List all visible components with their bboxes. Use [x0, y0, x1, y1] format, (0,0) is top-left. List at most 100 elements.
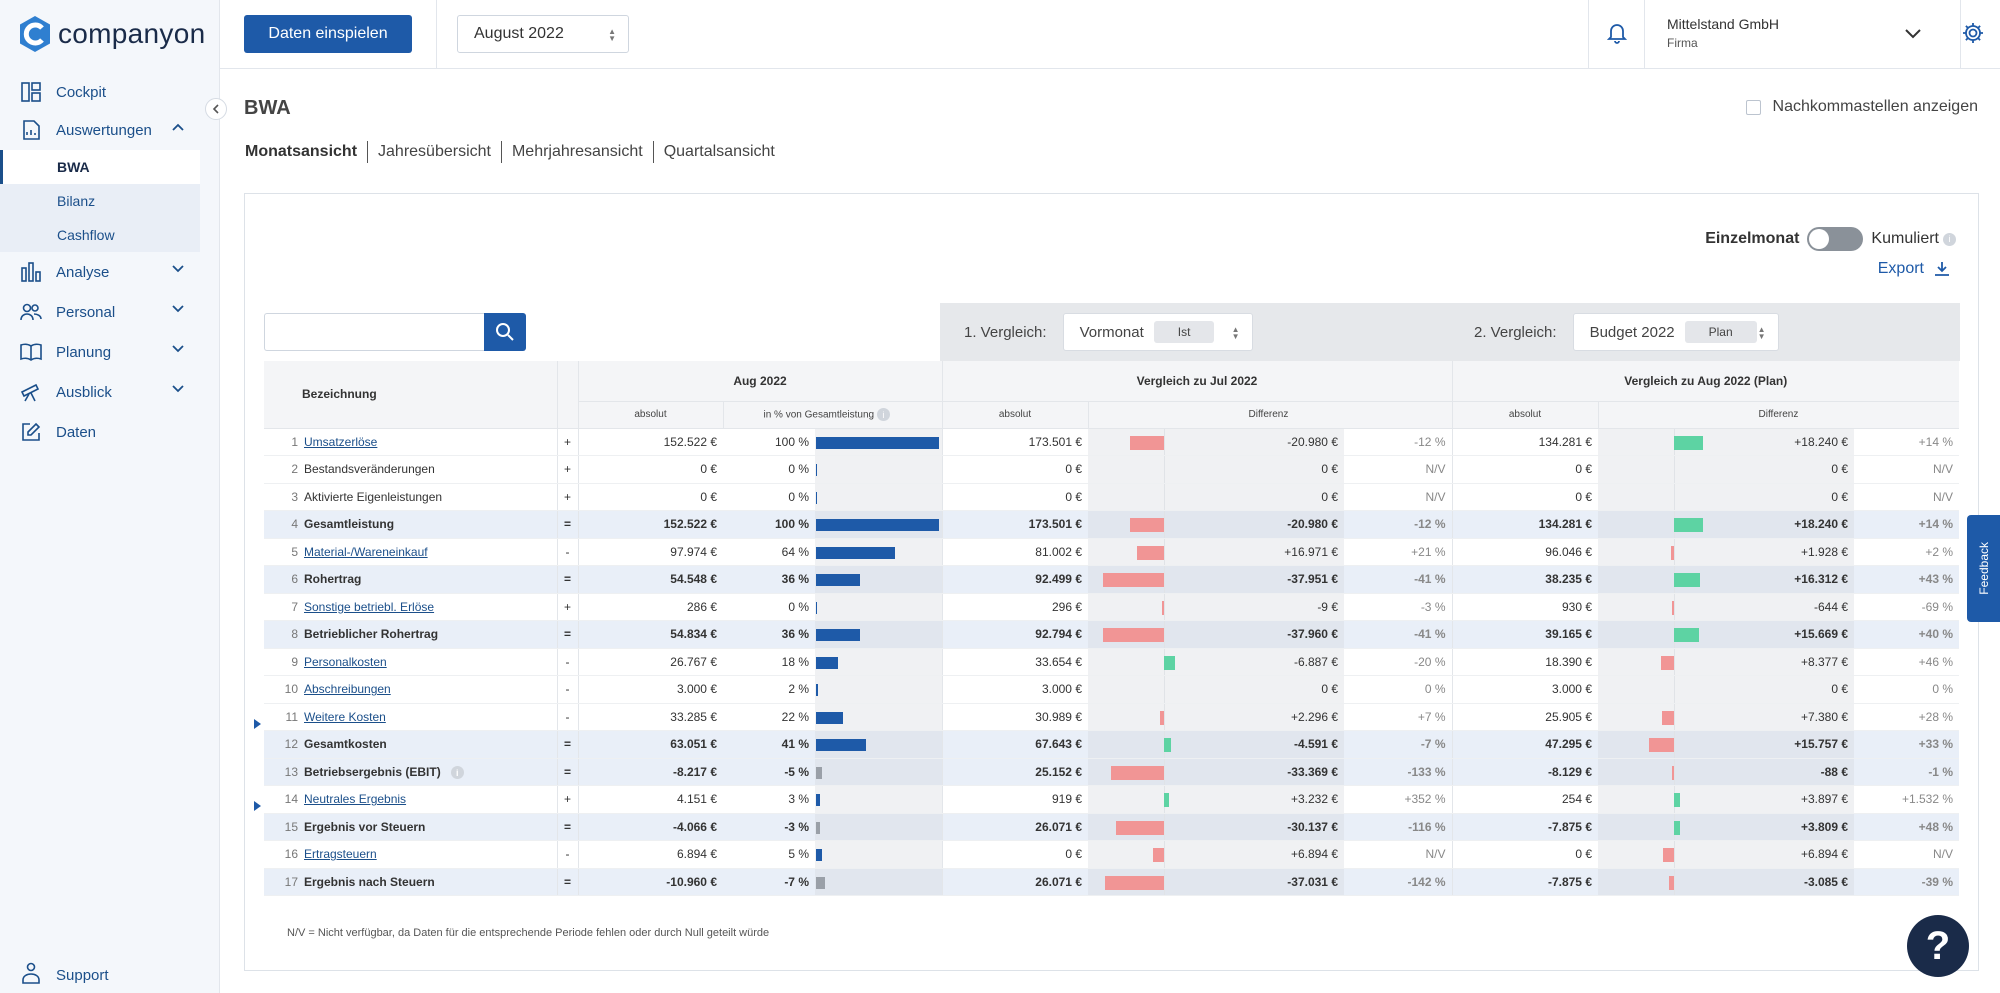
pct-bar-cell	[815, 840, 942, 869]
tab-mehrjahresansicht[interactable]: Mehrjahresansicht	[500, 141, 653, 163]
positive-diff-bar	[1164, 793, 1170, 807]
row-label-link[interactable]: Material-/Wareneinkauf	[304, 544, 428, 559]
table-row[interactable]: 9 Personalkosten -26.767 €18 % 33.654 € -6.8…	[264, 648, 1959, 676]
negative-diff-bar	[1103, 628, 1164, 642]
table-row[interactable]: 5 Material-/Wareneinkauf -97.974 €64 % 81.0…	[264, 538, 1959, 566]
row-label-link[interactable]: Weitere Kosten	[304, 709, 386, 724]
table-row[interactable]: 10 Abschreibungen -3.000 €2 % 3.000 €0 €0 %…	[264, 675, 1959, 704]
diff-axis	[1674, 676, 1675, 703]
table-row[interactable]: 15 Ergebnis vor Steuern = -4.066 € -3 % 26.07…	[264, 813, 1959, 841]
company-name: Mittelstand GmbH	[1667, 16, 1780, 32]
sidebar-item-daten[interactable]: Daten	[0, 412, 200, 452]
sidebar-subitem-bwa[interactable]: BWA	[0, 150, 200, 184]
header-absolut: absolut	[1451, 401, 1598, 429]
sidebar-subitem-cashflow[interactable]: Cashflow	[0, 218, 200, 252]
company-switcher[interactable]: Mittelstand GmbH Firma	[1667, 16, 1779, 50]
comparison-1-bar: 1. Vergleich: Vormonat Ist ▲ ▼	[940, 303, 1450, 361]
row-label-link[interactable]: Neutrales Ergebnis	[304, 792, 407, 807]
sidebar-collapse-button[interactable]	[205, 98, 227, 120]
negative-diff-bar	[1669, 875, 1674, 890]
vgl1-diff-value: -37.031 €	[1164, 868, 1344, 896]
tab-jahresuebersicht[interactable]: Jahresübersicht	[367, 141, 501, 163]
comparison-1-select[interactable]: Vormonat Ist ▲ ▼	[1062, 313, 1253, 351]
row-operator: +	[556, 483, 578, 511]
tab-monatsansicht[interactable]: Monatsansicht	[245, 143, 358, 160]
table-row[interactable]: 6 Rohertrag = 54.548 €36 % 92.499 € -37.951 €…	[264, 565, 1959, 594]
period-toggle-switch[interactable]	[1807, 227, 1864, 251]
search-button[interactable]	[483, 313, 526, 351]
vgl1-diff-value: -20.980 €	[1164, 428, 1344, 456]
table-row[interactable]: 14 Neutrales Ergebnis +4.151 €3 % 919 € +3.2…	[254, 785, 1959, 814]
table-row[interactable]: 7 Sonstige betriebl. Erlöse +286 €0 % 296 €…	[264, 593, 1959, 621]
vgl1-pct-value: +7 %	[1344, 703, 1452, 731]
table-row[interactable]: 8 Betrieblicher Rohertrag = 54.834 €36 % 92.…	[264, 620, 1959, 649]
search-input[interactable]	[264, 313, 484, 351]
pct-bar-cell	[815, 428, 942, 456]
vgl2-diff-value: -644 €	[1674, 593, 1854, 621]
bell-icon[interactable]	[1606, 22, 1628, 49]
table-row[interactable]: 4 Gesamtleistung = 152.522 €100 % 173.501 € -…	[264, 510, 1959, 539]
pct-bar-cell	[815, 593, 942, 621]
table-row[interactable]: 1 Umsatzerlöse +152.522 €100 % 173.501 € -20…	[264, 428, 1959, 456]
vgl2-diff-bar-cell	[1598, 785, 1681, 814]
row-label-link[interactable]: Umsatzerlöse	[304, 434, 378, 449]
vgl1-pct-value: -20 %	[1344, 648, 1452, 676]
import-data-button[interactable]: Daten einspielen	[244, 15, 412, 53]
info-icon[interactable]: i	[1943, 232, 1956, 246]
vgl1-diff-bar-cell	[1088, 813, 1165, 841]
row-operator: +	[556, 428, 578, 456]
row-label-link[interactable]: Sonstige betriebl. Erlöse	[304, 599, 435, 614]
support-link[interactable]: Support	[20, 962, 109, 988]
row-pct-value: 36 %	[723, 565, 815, 594]
expand-arrow-icon[interactable]	[254, 718, 261, 729]
row-label-cell: 15 Ergebnis vor Steuern	[264, 813, 557, 841]
feedback-tab[interactable]: Feedback	[1967, 515, 2000, 622]
sidebar-item-planung[interactable]: Planung	[0, 332, 200, 372]
row-label-link[interactable]: Personalkosten	[304, 654, 387, 669]
vgl2-pct-value: +14 %	[1854, 510, 1959, 539]
logo[interactable]: companyon	[18, 14, 205, 54]
table-row[interactable]: 17 Ergebnis nach Steuern = -10.960 € -7 % 26.…	[264, 868, 1959, 896]
table-row[interactable]: 3 Aktivierte Eigenleistungen +0 €0 % 0 €0 €…	[264, 483, 1959, 511]
chevron-down-icon[interactable]	[1905, 26, 1921, 44]
table-row[interactable]: 13 Betriebsergebnis (EBIT) i = -8.217 € -5 % 2…	[264, 758, 1959, 786]
row-label-cell: 16 Ertragsteuern	[264, 840, 557, 869]
vgl2-diff-value: +18.240 €	[1674, 510, 1854, 539]
help-button[interactable]: ?	[1907, 915, 1969, 977]
row-label-cell: 1 Umsatzerlöse	[264, 428, 557, 456]
row-label-link[interactable]: Ertragsteuern	[304, 847, 377, 862]
vgl2-diff-bar-cell	[1598, 868, 1675, 896]
topbar: Daten einspielen August 2022 ▲ ▼ Mittelst…	[220, 0, 2000, 69]
row-label-wrap: 4 Gesamtleistung	[276, 517, 394, 531]
sidebar-item-personal[interactable]: Personal	[0, 292, 200, 332]
checkbox[interactable]	[1745, 99, 1761, 115]
sidebar-subitem-bilanz[interactable]: Bilanz	[0, 184, 200, 218]
sidebar-item-auswertungen[interactable]: Auswertungen	[0, 110, 200, 150]
table-row[interactable]: 16 Ertragsteuern -6.894 €5 % 0 € +6.894 € N/V…	[264, 840, 1959, 869]
table-row[interactable]: 2 Bestandsveränderungen +0 €0 % 0 €0 € N/V 0 …	[264, 455, 1959, 484]
info-icon[interactable]: i	[450, 766, 464, 779]
vgl1-pct-value: N/V	[1344, 840, 1452, 869]
vgl2-diff-bar-cell	[1598, 455, 1675, 484]
comparison-2-select[interactable]: Budget 2022 Plan ▲ ▼	[1572, 313, 1779, 351]
header-differenz: Differenz	[1087, 401, 1452, 429]
table-row[interactable]: 11 Weitere Kosten -33.285 €22 % 30.989 € +2.…	[254, 703, 1959, 731]
gear-icon[interactable]	[1961, 21, 1985, 50]
decimals-checkbox[interactable]: Nachkommastellen anzeigen	[1745, 98, 1978, 116]
sidebar-item-analyse[interactable]: Analyse	[0, 252, 200, 292]
edit-icon	[20, 421, 42, 443]
row-label-cell: 8 Betrieblicher Rohertrag	[264, 620, 557, 649]
expand-arrow-icon[interactable]	[254, 801, 261, 812]
updown-icon: ▲ ▼	[1757, 325, 1766, 341]
vgl2-diff-value: +3.809 €	[1674, 813, 1854, 841]
sidebar-item-ausblick[interactable]: Ausblick	[0, 372, 200, 412]
tab-quartalsansicht[interactable]: Quartalsansicht	[652, 141, 785, 163]
sidebar-item-cockpit[interactable]: Cockpit	[0, 72, 200, 112]
export-button[interactable]: Export	[1878, 260, 1950, 278]
vgl1-diff-value: +16.971 €	[1164, 538, 1344, 566]
row-label-link[interactable]: Abschreibungen	[304, 682, 391, 697]
month-select[interactable]: August 2022 ▲ ▼	[457, 15, 629, 53]
row-label-cell: 7 Sonstige betriebl. Erlöse	[264, 593, 557, 621]
table-row[interactable]: 12 Gesamtkosten = 63.051 €41 % 67.643 € -4.59…	[264, 730, 1959, 759]
info-icon[interactable]: i	[876, 408, 890, 421]
